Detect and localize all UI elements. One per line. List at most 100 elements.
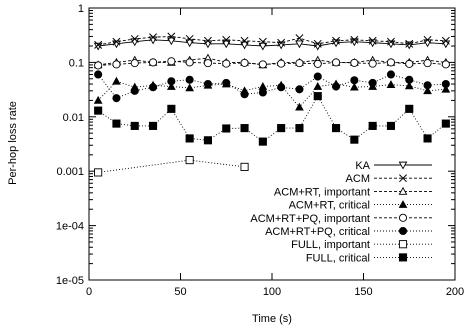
data-point xyxy=(386,121,396,130)
y-tick-label: 1 xyxy=(78,3,84,15)
data-point xyxy=(441,119,450,128)
data-point xyxy=(203,36,212,45)
data-point xyxy=(277,38,286,47)
data-point xyxy=(167,57,176,66)
data-point xyxy=(240,41,249,50)
legend-label: FULL, critical xyxy=(306,252,370,264)
data-point xyxy=(240,36,249,45)
y-axis-label: Per-hop loss rate xyxy=(7,101,19,185)
series-line xyxy=(97,95,447,143)
data-point xyxy=(423,35,432,44)
data-point xyxy=(331,58,341,67)
data-point xyxy=(295,59,304,68)
data-point xyxy=(112,76,121,85)
data-point xyxy=(313,82,323,90)
data-point xyxy=(313,59,322,68)
legend-marker xyxy=(398,200,408,208)
legend-marker xyxy=(398,226,408,236)
data-point xyxy=(386,37,395,46)
data-point xyxy=(94,61,103,70)
series-4 xyxy=(94,57,450,70)
x-tick-label: 0 xyxy=(86,286,92,298)
x-tick-label: 50 xyxy=(174,286,186,298)
data-point xyxy=(386,80,396,88)
legend-label: ACM+RT+PQ, important xyxy=(250,213,370,225)
data-point xyxy=(349,82,359,91)
data-point xyxy=(368,78,377,87)
data-point xyxy=(185,39,195,48)
data-point xyxy=(130,59,139,68)
series-6 xyxy=(94,156,249,177)
data-point xyxy=(350,76,359,85)
data-point xyxy=(350,58,359,67)
data-point xyxy=(203,59,212,68)
data-point xyxy=(167,77,176,86)
data-point xyxy=(404,81,414,90)
data-point xyxy=(240,58,249,67)
data-point xyxy=(313,92,322,101)
data-point xyxy=(368,121,377,130)
series-7 xyxy=(94,92,450,146)
legend-marker xyxy=(399,174,407,183)
data-point xyxy=(423,59,432,68)
data-point xyxy=(240,90,249,99)
data-point xyxy=(222,78,231,87)
data-point xyxy=(405,104,414,113)
data-point xyxy=(350,135,359,144)
data-point xyxy=(332,36,341,45)
y-tick-label: 0.01 xyxy=(63,112,84,124)
data-point xyxy=(276,41,286,50)
data-point xyxy=(185,83,195,92)
data-point xyxy=(185,134,194,143)
data-point xyxy=(295,124,304,133)
data-point xyxy=(258,88,267,97)
data-point xyxy=(185,58,194,67)
data-point xyxy=(313,39,322,48)
data-point xyxy=(130,34,139,43)
y-tick-label: 1e-05 xyxy=(56,275,84,287)
data-point xyxy=(277,59,286,68)
data-point xyxy=(423,134,432,143)
data-point xyxy=(277,83,286,92)
series-line xyxy=(98,159,245,173)
data-point xyxy=(185,156,194,165)
data-point xyxy=(332,124,341,133)
data-point xyxy=(405,39,414,48)
data-point xyxy=(258,60,267,69)
data-point xyxy=(295,40,304,49)
series-2 xyxy=(93,53,451,69)
legend-marker xyxy=(398,213,408,222)
data-point xyxy=(222,124,231,133)
data-point xyxy=(221,40,231,49)
data-point xyxy=(130,121,139,130)
data-point xyxy=(441,36,450,45)
data-point xyxy=(368,36,377,45)
data-point xyxy=(258,42,268,51)
data-point xyxy=(94,40,103,49)
legend-marker xyxy=(398,240,408,249)
series-1 xyxy=(94,32,450,49)
legend-label: ACM+RT+PQ, critical xyxy=(265,226,370,238)
data-point xyxy=(185,34,194,43)
data-point xyxy=(222,35,231,44)
series-3 xyxy=(93,76,451,111)
data-point xyxy=(203,79,212,89)
data-point xyxy=(240,162,249,171)
data-point xyxy=(167,104,176,113)
x-tick-label: 150 xyxy=(354,286,372,298)
legend-label: ACM+RT, critical xyxy=(289,200,370,212)
data-point xyxy=(277,124,286,133)
data-point xyxy=(167,32,176,41)
data-point xyxy=(94,106,103,115)
data-point xyxy=(112,37,121,46)
data-point xyxy=(148,58,158,67)
data-point xyxy=(166,37,176,46)
y-tick-label: 1e-04 xyxy=(56,221,84,233)
data-point xyxy=(149,33,158,42)
series-line xyxy=(98,35,446,46)
data-point xyxy=(405,75,414,84)
data-point xyxy=(331,82,341,91)
data-point xyxy=(423,86,432,95)
